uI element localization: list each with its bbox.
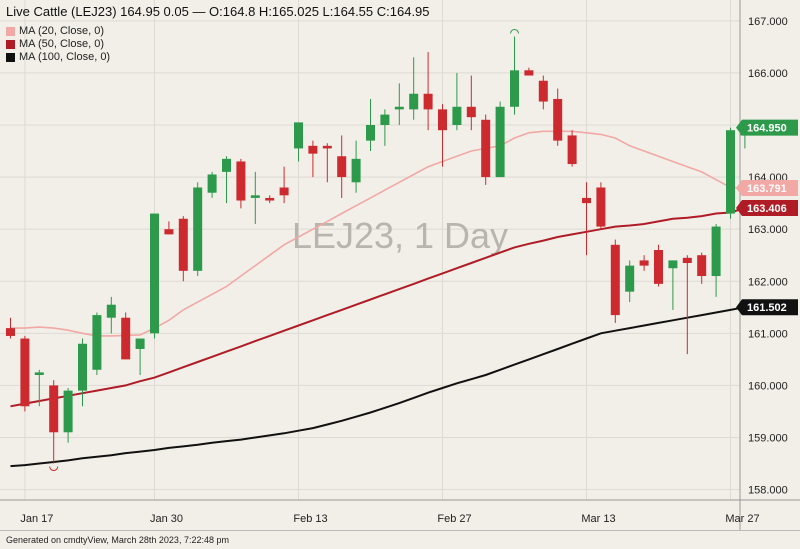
y-tick-label: 163.000 <box>748 224 788 236</box>
candle-body <box>351 158 361 183</box>
legend-item-ma100: MA (100, Close, 0) <box>6 51 110 64</box>
y-tick-label: 161.000 <box>748 328 788 340</box>
candle-body <box>610 244 620 316</box>
x-tick-label: Feb 27 <box>437 513 471 525</box>
candle-body <box>92 315 102 370</box>
y-tick-label: 158.000 <box>748 485 788 497</box>
candle-body <box>481 119 491 178</box>
candle-body <box>423 93 433 110</box>
y-tick-label: 166.000 <box>748 68 788 80</box>
candle-body <box>596 187 606 227</box>
price-tag-ma100-box <box>736 299 798 316</box>
candle-body <box>654 250 663 284</box>
ma-line-2 <box>10 306 746 468</box>
candle-body <box>697 255 707 277</box>
x-tick-label: Jan 30 <box>150 513 183 525</box>
candle-body <box>625 265 635 292</box>
ma-line-0 <box>10 130 745 337</box>
candle-body <box>380 114 390 125</box>
chart-watermark: LEJ23, 1 Day <box>292 215 508 256</box>
low-marker <box>49 466 59 472</box>
candle-body <box>524 70 534 76</box>
ma-legend: MA (20, Close, 0) MA (50, Close, 0) MA (… <box>6 25 110 64</box>
candle-body <box>279 187 289 196</box>
candle-body <box>121 317 131 360</box>
price-tag-ma50-box <box>736 200 798 217</box>
chart-background <box>0 0 800 530</box>
candle-body <box>150 213 159 334</box>
price-tag-ma100-text: 161.502 <box>747 302 787 314</box>
candle-body <box>337 156 347 178</box>
candle-body <box>538 80 548 102</box>
candle-body <box>711 226 721 277</box>
candle-body <box>222 158 231 172</box>
candle-body <box>63 390 73 433</box>
candle-body <box>20 338 30 407</box>
candle-body <box>495 106 505 178</box>
price-tag-ma20-text: 163.791 <box>747 183 787 195</box>
legend-swatch-ma50 <box>6 40 15 49</box>
candle-body <box>582 197 591 204</box>
candle-body <box>236 161 246 201</box>
candle-body <box>668 260 678 269</box>
legend-label-ma20: MA (20, Close, 0) <box>19 25 104 37</box>
legend-item-ma20: MA (20, Close, 0) <box>6 25 110 38</box>
candle-body <box>726 130 735 214</box>
x-tick-label: Mar 13 <box>581 513 615 525</box>
candle-body <box>466 106 476 118</box>
candle-body <box>452 106 462 125</box>
candle-body <box>409 93 419 110</box>
candle-body <box>567 135 577 165</box>
candle-body <box>265 197 275 201</box>
y-tick-label: 159.000 <box>748 433 788 445</box>
y-tick-label: 162.000 <box>748 276 788 288</box>
footer-generated-note: Generated on cmdtyView, March 28th 2023,… <box>0 530 800 548</box>
legend-label-ma50: MA (50, Close, 0) <box>19 38 104 50</box>
candle-body <box>6 328 15 336</box>
candle-body <box>193 187 203 271</box>
x-tick-label: Jan 17 <box>20 513 53 525</box>
chart-header: Live Cattle (LEJ23) 164.95 0.05 — O:164.… <box>6 4 430 19</box>
candle-body <box>207 174 217 193</box>
candle-body <box>308 145 318 154</box>
x-tick-label: Mar 27 <box>725 513 759 525</box>
candle-body <box>78 343 87 391</box>
legend-item-ma50: MA (50, Close, 0) <box>6 38 110 51</box>
price-tag-current-box <box>736 119 798 136</box>
price-tag-current-text: 164.950 <box>747 123 787 135</box>
price-chart[interactable]: LEJ23, 1 Day 158.000 159.000 160.000 161.000… <box>0 0 800 530</box>
candle-body <box>294 122 303 149</box>
high-marker <box>510 28 519 34</box>
candle-body <box>34 372 44 375</box>
y-tick-label: 160.000 <box>748 380 788 392</box>
candle-body <box>49 385 59 433</box>
candle-body <box>322 145 332 149</box>
legend-swatch-ma20 <box>6 27 15 36</box>
candle-body <box>438 109 447 131</box>
y-tick-label: 167.000 <box>748 16 788 28</box>
candle-body <box>639 260 649 266</box>
candle-body <box>510 70 519 107</box>
candle-body <box>394 106 404 110</box>
candle-body <box>178 218 188 271</box>
x-tick-label: Feb 13 <box>293 513 327 525</box>
price-tag-ma20-box <box>736 180 798 197</box>
legend-label-ma100: MA (100, Close, 0) <box>19 51 111 63</box>
candle-body <box>553 98 563 141</box>
candle-body <box>250 195 260 198</box>
candle-body <box>135 338 145 349</box>
legend-swatch-ma100 <box>6 53 15 62</box>
candle-body <box>164 229 174 235</box>
ma-line-1 <box>10 207 746 408</box>
price-tag-ma50-text: 163.406 <box>747 203 787 215</box>
candle-body <box>366 125 375 141</box>
candle-body <box>106 304 116 318</box>
candle-body <box>682 257 692 264</box>
